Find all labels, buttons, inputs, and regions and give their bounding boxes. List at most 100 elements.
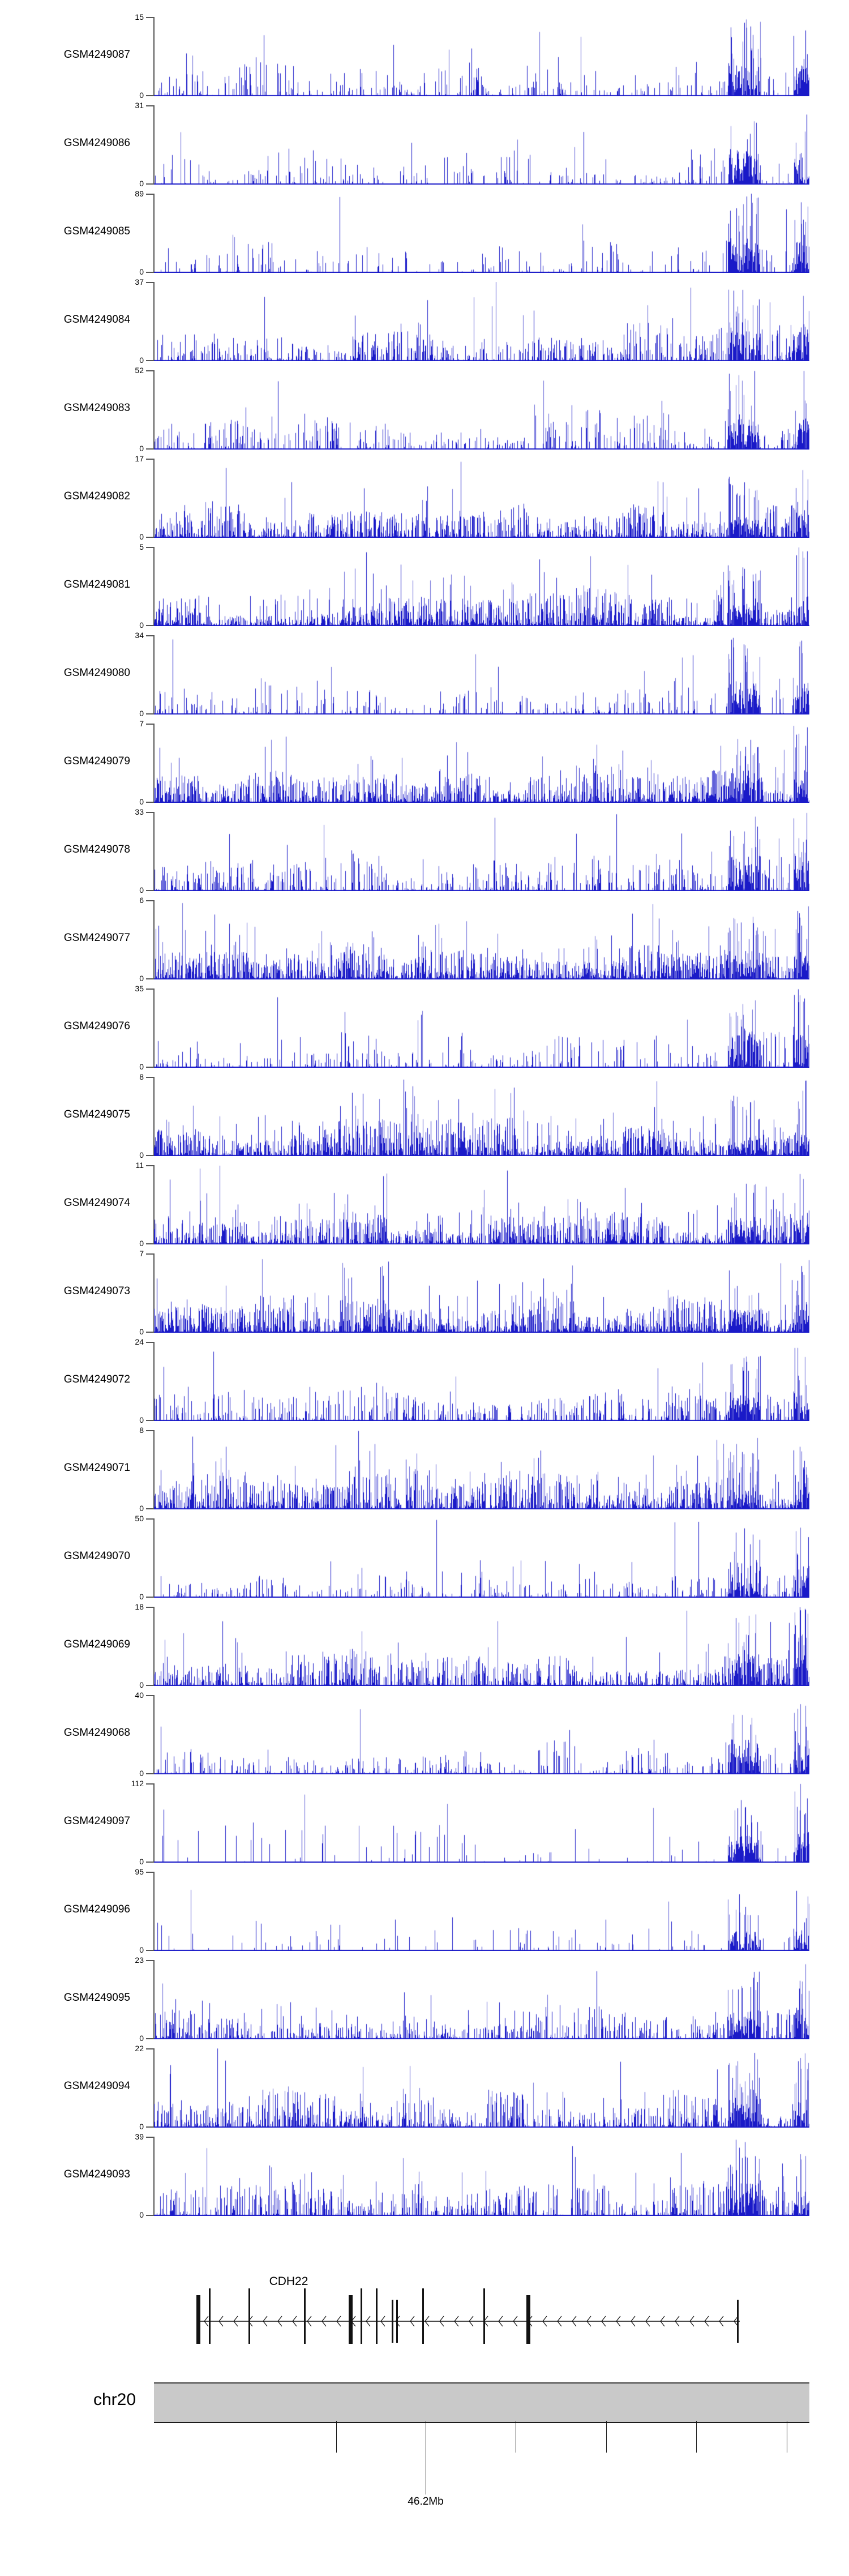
track-sample-label: GSM4249071: [63, 1462, 130, 1474]
coverage-plot-area[interactable]: [154, 635, 809, 714]
track-y-axis: 31 0: [119, 101, 155, 188]
y-axis-max-label: 52: [135, 366, 144, 375]
coverage-plot-area[interactable]: [154, 1872, 809, 1951]
y-axis-max-label: 15: [135, 12, 144, 22]
coverage-track[interactable]: GSM4249070 50 0: [0, 1514, 849, 1607]
gene-model-panel: CDH22: [0, 2265, 849, 2354]
coverage-plot-area[interactable]: [154, 900, 809, 979]
y-axis-max-label: 31: [135, 101, 144, 110]
coverage-plot-area[interactable]: [154, 1783, 809, 1863]
coverage-plot-area[interactable]: [154, 1077, 809, 1156]
coverage-plot-area[interactable]: [154, 724, 809, 803]
coverage-plot-area[interactable]: [154, 1165, 809, 1244]
y-axis-tick-zero: [146, 272, 154, 273]
track-sample-label: GSM4249079: [63, 755, 130, 767]
coverage-plot-area[interactable]: [154, 1253, 809, 1333]
coverage-track[interactable]: GSM4249072 24 0: [0, 1337, 849, 1430]
y-axis-tick-zero: [146, 802, 154, 803]
y-axis-tick-zero: [146, 1420, 154, 1421]
coverage-track[interactable]: GSM4249077 6 0: [0, 896, 849, 989]
coverage-track[interactable]: GSM4249083 52 0: [0, 366, 849, 459]
coverage-plot-area[interactable]: [154, 1607, 809, 1686]
coverage-canvas: [154, 1518, 809, 1598]
y-axis-zero-label: 0: [139, 709, 144, 718]
gene-exon: [396, 2300, 398, 2343]
coverage-canvas: [154, 1960, 809, 2039]
strand-arrow: [380, 2316, 385, 2327]
coverage-plot-area[interactable]: [154, 1342, 809, 1421]
coverage-plot-area[interactable]: [154, 17, 809, 96]
y-axis-zero-label: 0: [139, 621, 144, 630]
coverage-plot-area[interactable]: [154, 282, 809, 361]
coverage-plot-area[interactable]: [154, 2137, 809, 2216]
y-axis-zero-label: 0: [139, 1504, 144, 1513]
y-axis-max-label: 23: [135, 1955, 144, 1965]
y-axis-tick-max: [146, 1783, 154, 1785]
coverage-track[interactable]: GSM4249094 22 0: [0, 2044, 849, 2137]
track-y-axis: 22 0: [119, 2044, 155, 2131]
y-axis-zero-label: 0: [139, 179, 144, 188]
track-sample-label: GSM4249075: [63, 1109, 130, 1120]
y-axis-tick-zero: [146, 890, 154, 891]
coverage-plot-area[interactable]: [154, 989, 809, 1068]
track-sample-label: GSM4249093: [63, 2168, 130, 2180]
coverage-track[interactable]: GSM4249096 95 0: [0, 1867, 849, 1960]
track-sample-label: GSM4249081: [63, 579, 130, 590]
coverage-track[interactable]: GSM4249071 8 0: [0, 1426, 849, 1518]
coverage-plot-area[interactable]: [154, 459, 809, 538]
coverage-track[interactable]: GSM4249086 31 0: [0, 101, 849, 194]
coverage-canvas: [154, 812, 809, 891]
coverage-plot-area[interactable]: [154, 2048, 809, 2128]
coverage-track[interactable]: GSM4249079 7 0: [0, 719, 849, 812]
coverage-track[interactable]: GSM4249093 39 0: [0, 2132, 849, 2225]
coverage-track[interactable]: GSM4249075 8 0: [0, 1072, 849, 1165]
chromosome-label: chr20: [93, 2390, 136, 2409]
coverage-track[interactable]: GSM4249084 37 0: [0, 277, 849, 370]
coverage-track[interactable]: GSM4249078 33 0: [0, 807, 849, 900]
y-axis-tick-zero: [146, 1773, 154, 1774]
strand-arrow: [631, 2316, 636, 2327]
track-sample-label: GSM4249097: [63, 1815, 130, 1827]
coverage-track[interactable]: GSM4249087 15 0: [0, 12, 849, 105]
coverage-track[interactable]: GSM4249081 5 0: [0, 542, 849, 635]
y-axis-tick-zero: [146, 1950, 154, 1951]
strand-arrow: [704, 2316, 709, 2327]
strand-arrow: [469, 2316, 474, 2327]
coverage-plot-area[interactable]: [154, 370, 809, 450]
coverage-plot-area[interactable]: [154, 547, 809, 626]
strand-arrow: [498, 2316, 503, 2327]
coverage-track[interactable]: GSM4249069 18 0: [0, 1602, 849, 1695]
coverage-plot-area[interactable]: [154, 105, 809, 185]
coverage-plot-area[interactable]: [154, 194, 809, 273]
track-sample-label: GSM4249080: [63, 667, 130, 679]
coverage-plot-area[interactable]: [154, 1960, 809, 2039]
coverage-canvas: [154, 1077, 809, 1156]
coverage-track[interactable]: GSM4249085 89 0: [0, 189, 849, 282]
y-axis-zero-label: 0: [139, 1415, 144, 1424]
y-axis-max-label: 89: [135, 189, 144, 198]
coverage-canvas: [154, 2137, 809, 2216]
coverage-canvas: [154, 194, 809, 273]
ideogram-bar[interactable]: [154, 2382, 809, 2423]
coverage-track[interactable]: GSM4249097 112 0: [0, 1779, 849, 1872]
coverage-plot-area[interactable]: [154, 1695, 809, 1774]
coverage-track[interactable]: GSM4249074 11 0: [0, 1161, 849, 1253]
coverage-track[interactable]: GSM4249076 35 0: [0, 984, 849, 1077]
track-sample-label: GSM4249077: [63, 932, 130, 944]
coverage-track[interactable]: GSM4249080 34 0: [0, 631, 849, 724]
coverage-track[interactable]: GSM4249082 17 0: [0, 454, 849, 547]
coverage-track[interactable]: GSM4249068 40 0: [0, 1691, 849, 1783]
coverage-canvas: [154, 459, 809, 538]
coverage-canvas: [154, 2048, 809, 2128]
coverage-track[interactable]: GSM4249095 23 0: [0, 1955, 849, 2048]
coverage-plot-area[interactable]: [154, 1518, 809, 1598]
track-sample-label: GSM4249094: [63, 2080, 130, 2092]
strand-arrow: [586, 2316, 591, 2327]
track-y-axis: 95 0: [119, 1867, 155, 1954]
coverage-track[interactable]: GSM4249073 7 0: [0, 1249, 849, 1342]
y-axis-tick-zero: [146, 1243, 154, 1244]
coverage-plot-area[interactable]: [154, 1430, 809, 1509]
coverage-plot-area[interactable]: [154, 812, 809, 891]
